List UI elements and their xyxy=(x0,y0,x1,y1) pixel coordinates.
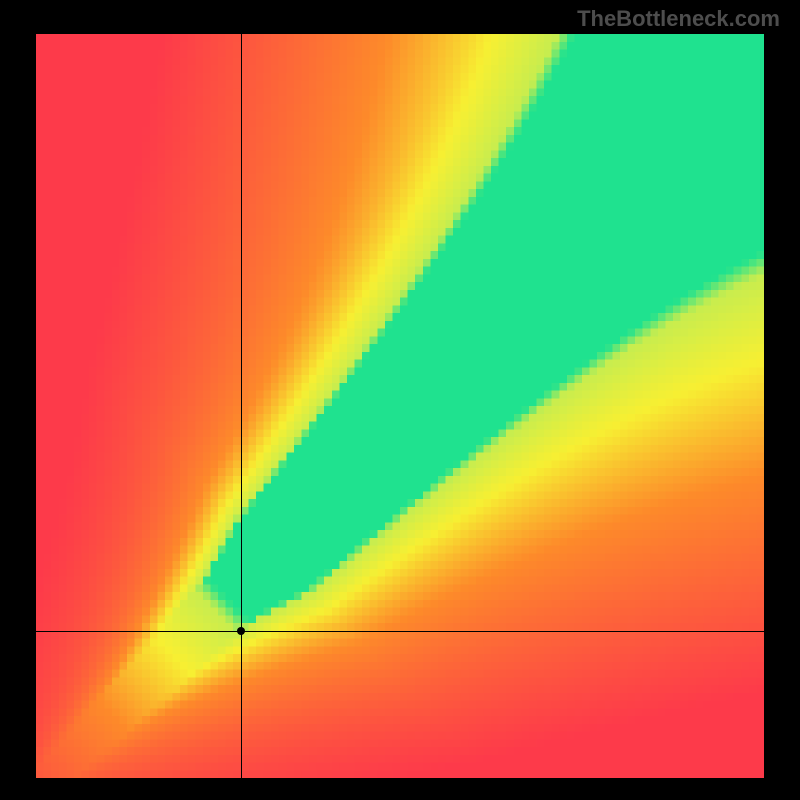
watermark-text: TheBottleneck.com xyxy=(577,6,780,32)
crosshair-horizontal xyxy=(36,631,764,632)
heatmap-plot xyxy=(36,34,764,778)
crosshair-vertical xyxy=(241,34,242,778)
chart-container: TheBottleneck.com xyxy=(0,0,800,800)
heatmap-canvas xyxy=(36,34,764,778)
